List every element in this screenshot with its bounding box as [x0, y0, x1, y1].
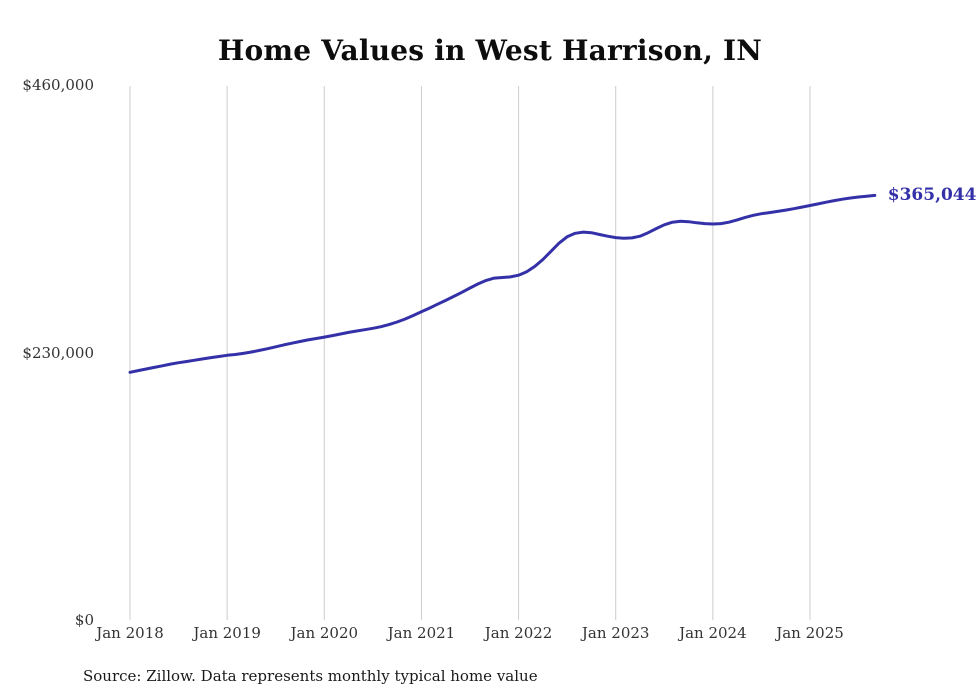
x-tick-label: Jan 2020	[290, 624, 359, 642]
home-value-line	[128, 193, 877, 374]
chart-title: Home Values in West Harrison, IN	[217, 34, 763, 67]
x-tick-label: Jan 2024	[679, 624, 747, 642]
y-tick-label: $460,000	[22, 76, 94, 94]
source-note: Source: Zillow. Data represents monthly …	[83, 667, 538, 685]
x-tick-label: Jan 2023	[581, 624, 650, 642]
x-tick-label: Jan 2021	[387, 624, 456, 642]
y-tick-label: $230,000	[22, 343, 94, 362]
x-tick-label: Jan 2018	[96, 624, 164, 642]
x-tick-label: Jan 2019	[193, 624, 261, 642]
x-tick-label: Jan 2022	[484, 624, 553, 642]
y-tick-label: $0	[74, 611, 94, 629]
x-tick-label: Jan 2025	[776, 624, 844, 642]
last-value-label: $365,044	[887, 185, 977, 206]
